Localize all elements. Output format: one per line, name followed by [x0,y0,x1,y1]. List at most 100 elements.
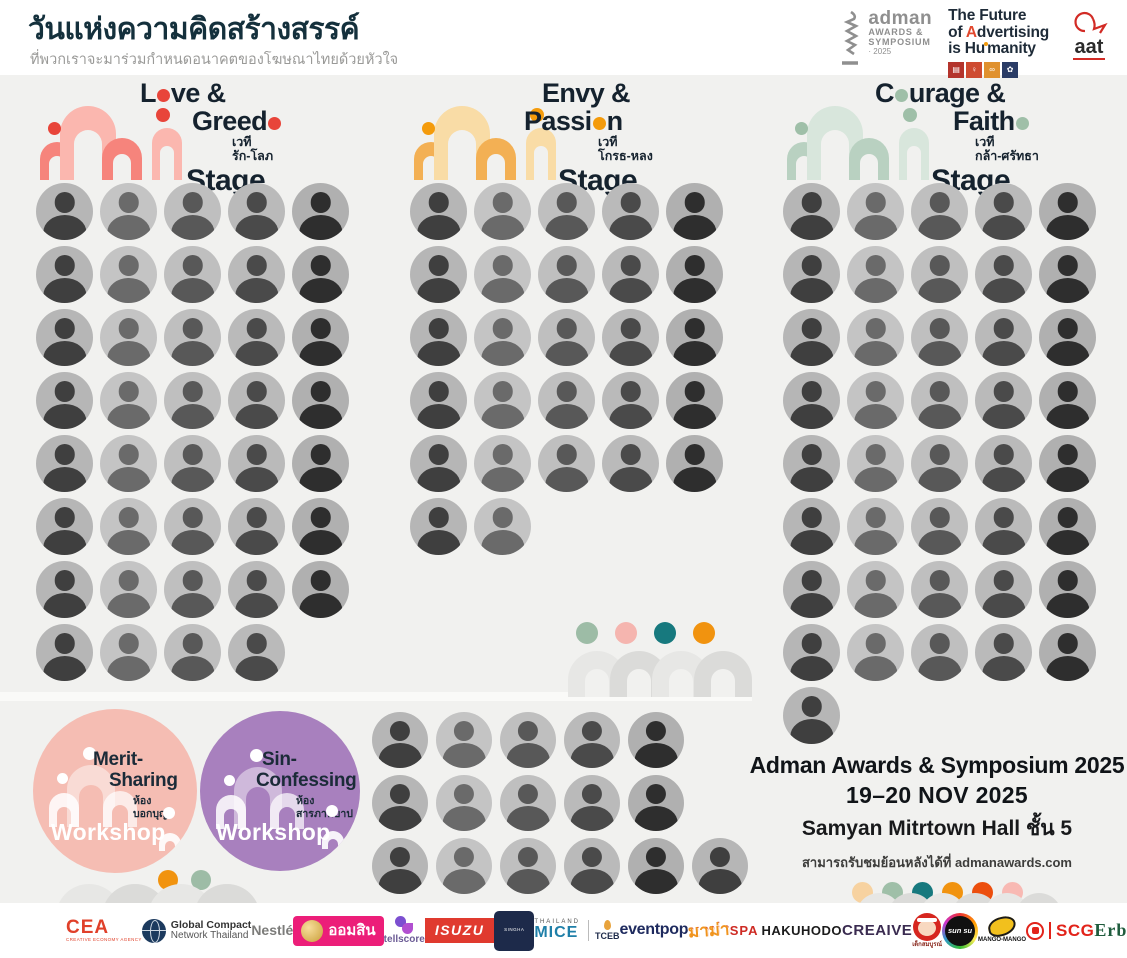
speaker-photo [164,309,221,366]
speaker-photo [602,309,659,366]
speaker-photo [164,372,221,429]
speaker-photo [666,183,723,240]
sponsor-mama-logo: มาม่า [688,919,731,941]
speaker-photo [847,561,904,618]
sponsor-subtext: THAILAND [534,918,580,925]
workshop-word: Workshop [51,819,166,845]
speaker-photo [602,246,659,303]
speaker-photo [228,561,285,618]
stage-title-thai: เวที กล้า-ศรัทธา [975,135,1039,164]
speaker-photo [538,309,595,366]
speaker-row [410,246,724,303]
speaker-photo [564,775,620,831]
speaker-photo [602,183,659,240]
speaker-photo [847,435,904,492]
speaker-row [410,183,724,240]
speaker-photo [783,561,840,618]
speaker-row [410,498,724,555]
title-dot [894,89,908,102]
sponsor-text: tellscore [384,934,425,946]
speaker-photo [602,435,659,492]
sponsor-nestle-logo: Nestlé [251,923,293,938]
stage-thai-line: รัก-โลภ [232,149,274,164]
header: วันแห่งความคิดสร้างสรรค์ ที่พวกเราจะมาร่… [0,0,1127,79]
sponsor-name: CEA [66,917,110,939]
workshop-figures [216,749,336,835]
color-dot [654,622,676,644]
speaker-photo [666,246,723,303]
sponsor-text: Erb [1094,921,1127,940]
sun-circle-icon: sun su [942,912,979,949]
sponsor-name: sun su [945,915,976,946]
sponsor-name: SCG [1049,921,1094,940]
sponsor-text: SINGHA [504,927,524,933]
speaker-photo [410,309,467,366]
speaker-row [36,561,350,618]
title-dot [268,116,282,130]
speaker-photo [692,838,748,894]
speaker-photo [372,775,428,831]
color-dot [191,870,211,890]
stage-figures [414,100,564,180]
sdg-tile-icon: ✿ [1002,62,1019,79]
speaker-photo [1039,372,1096,429]
speaker-photo [628,712,684,768]
stage-title-line2: Greed [192,107,282,136]
speaker-photo [564,712,620,768]
speaker-photo [228,372,285,429]
speaker-photo [538,246,595,303]
speaker-photo [564,838,620,894]
speaker-grid [410,183,724,555]
speaker-photo [911,183,968,240]
mango-icon [986,914,1018,940]
title-text: L [140,78,157,108]
speaker-photo [36,624,93,681]
tagline-line2: of Advertising [948,23,1049,41]
speaker-row [783,372,1097,429]
small-person-figure [157,807,183,851]
decorative-figures-middle [568,622,752,697]
speaker-row [372,838,748,894]
event-replay-note: สามารถรับชมย้อนหลังได้ที่ admanawards.co… [802,855,1072,870]
speaker-photo [602,372,659,429]
speaker-grid [36,183,350,681]
sponsor-text: MANGO-MANGO [978,937,1026,943]
title-text: C [875,78,895,108]
arch-figure [159,833,181,851]
stage-title-line2: Passi n [524,107,653,136]
speaker-row [372,775,748,831]
arch-figure [795,122,808,135]
sponsor-eventpop-logo: eventpop [619,921,688,939]
aat-logo: aat [1065,7,1113,60]
speaker-photo [36,498,93,555]
speaker-photo [164,498,221,555]
speaker-photo [500,712,556,768]
workshop-speaker-grid [372,712,748,894]
arch-figure [903,108,917,122]
globe-icon [141,918,166,943]
speaker-photo [410,183,467,240]
speaker-photo [783,435,840,492]
speaker-photo [100,624,157,681]
speaker-row [410,309,724,366]
arch-figure [152,128,182,180]
speaker-photo [975,246,1032,303]
stage-title: Envy & Passi n เวที โกรธ-หลง Stage [502,79,653,196]
scg-emblem-icon [1026,921,1045,940]
speaker-photo [538,372,595,429]
sponsor-name-secondary: HAKUHODO [761,923,843,938]
speaker-photo [292,372,349,429]
adman-name: adman [868,8,933,29]
title-text: ve & [170,78,226,108]
sponsor-scg-logo: SCG [1026,921,1094,940]
speaker-photo [975,183,1032,240]
event-venue: Samyan Mitrtown Hall ชั้น 5 [801,817,1073,840]
sponsor-creaive-logo: CREAIVE [842,922,912,939]
speaker-photo [783,624,840,681]
speaker-photo [847,246,904,303]
speaker-photo [100,246,157,303]
